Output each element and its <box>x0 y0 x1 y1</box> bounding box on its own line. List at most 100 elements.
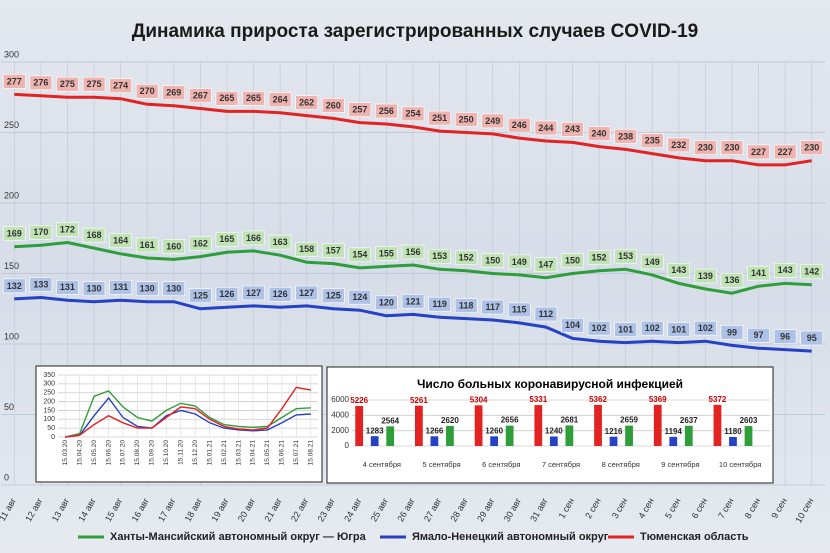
data-label: 254 <box>405 109 420 119</box>
data-label: 115 <box>512 305 527 315</box>
data-label: 163 <box>273 237 288 247</box>
x-tick-label: 15.08.21 <box>307 440 314 466</box>
data-label-box <box>135 281 159 297</box>
y-tick-label: 0 <box>4 472 9 482</box>
data-label: 162 <box>193 238 208 248</box>
x-tick-label: 15.03.20 <box>62 440 69 466</box>
data-label: 164 <box>113 236 128 246</box>
x-tick-label: 25 авг <box>369 496 391 524</box>
x-tick-label: 15.04.20 <box>76 440 83 466</box>
data-label: 5369 <box>649 395 667 404</box>
data-label-box <box>56 279 79 295</box>
data-label: 102 <box>698 323 713 333</box>
inset-panel <box>326 366 774 484</box>
data-label: 102 <box>645 323 660 333</box>
data-label-box <box>189 236 212 251</box>
data-label-box <box>694 140 717 155</box>
data-label-box <box>587 320 611 336</box>
data-label: 277 <box>7 76 22 86</box>
bar <box>474 405 483 446</box>
data-label-box <box>508 254 531 270</box>
data-label-box <box>321 243 345 258</box>
data-label: 125 <box>326 291 341 301</box>
data-label: 102 <box>592 323 607 333</box>
data-label-box <box>614 248 637 264</box>
x-tick-label: 15.07.20 <box>120 440 127 466</box>
data-label: 230 <box>698 143 713 153</box>
data-label-box <box>454 250 478 265</box>
data-label-box <box>215 287 239 302</box>
data-label-box <box>189 88 212 103</box>
data-label: 246 <box>512 120 527 130</box>
y-tick-label: 6000 <box>331 395 349 404</box>
data-label: 112 <box>539 309 554 319</box>
data-label: 256 <box>379 106 394 116</box>
x-tick-label: 15.10.20 <box>163 440 170 466</box>
data-label: 136 <box>724 275 739 285</box>
data-label-box <box>242 91 265 106</box>
data-label: 133 <box>33 279 48 289</box>
series-line <box>14 240 812 295</box>
data-label-box <box>720 325 744 340</box>
data-label-box <box>2 74 26 89</box>
x-tick-label: 4 сен <box>636 496 656 520</box>
data-label-box <box>800 140 824 155</box>
x-tick-label: 7 сен <box>716 496 736 520</box>
data-label: 168 <box>87 230 102 240</box>
bar <box>713 404 722 446</box>
data-label: 2659 <box>620 416 638 425</box>
data-label: 260 <box>326 100 341 110</box>
data-label: 1194 <box>665 427 683 436</box>
data-label-box <box>401 106 425 122</box>
y-tick-label: 350 <box>43 372 55 379</box>
data-label: 155 <box>379 248 394 258</box>
data-label-box <box>800 330 824 346</box>
data-label: 227 <box>751 147 766 157</box>
data-label: 5362 <box>589 395 607 404</box>
data-label: 170 <box>33 227 48 237</box>
data-label: 257 <box>352 105 367 115</box>
data-label: 2681 <box>560 416 578 425</box>
bar <box>505 425 514 446</box>
data-label-box <box>109 78 132 93</box>
data-label: 1180 <box>724 427 742 436</box>
data-label-box <box>640 133 664 148</box>
data-label-box <box>375 295 398 311</box>
y-tick-label: 0 <box>51 434 55 441</box>
series-line <box>65 396 311 438</box>
data-label: 251 <box>432 113 447 123</box>
data-label-box <box>295 95 318 110</box>
data-label-box <box>82 76 106 92</box>
bar <box>386 426 395 446</box>
data-label: 96 <box>780 332 790 342</box>
data-label-box <box>401 294 425 309</box>
data-label-box <box>534 257 558 273</box>
bar <box>594 404 602 446</box>
bar <box>414 405 423 446</box>
y-tick-label: 300 <box>43 381 55 388</box>
data-label: 1216 <box>605 427 623 436</box>
data-label-box <box>508 117 531 133</box>
data-label: 230 <box>724 143 739 153</box>
data-label: 130 <box>87 284 102 294</box>
x-tick-label: 15.06.21 <box>279 440 286 466</box>
data-label: 2564 <box>381 416 399 425</box>
y-tick-label: 50 <box>47 425 55 432</box>
x-tick-label: 15.12.20 <box>192 440 199 466</box>
data-label: 160 <box>166 241 181 251</box>
data-label: 119 <box>432 299 447 309</box>
data-label: 1266 <box>426 426 444 435</box>
data-label: 274 <box>113 81 128 91</box>
data-label-box <box>428 296 451 312</box>
x-tick-label: 12 авг <box>23 496 45 524</box>
data-label: 127 <box>299 288 314 298</box>
y-tick-label: 50 <box>4 402 14 412</box>
legend-label: Тюменская область <box>640 531 749 543</box>
data-label: 117 <box>485 302 500 312</box>
data-label-box <box>29 225 53 240</box>
bar <box>534 405 543 446</box>
data-label: 149 <box>645 257 660 267</box>
data-label: 5226 <box>350 396 368 405</box>
